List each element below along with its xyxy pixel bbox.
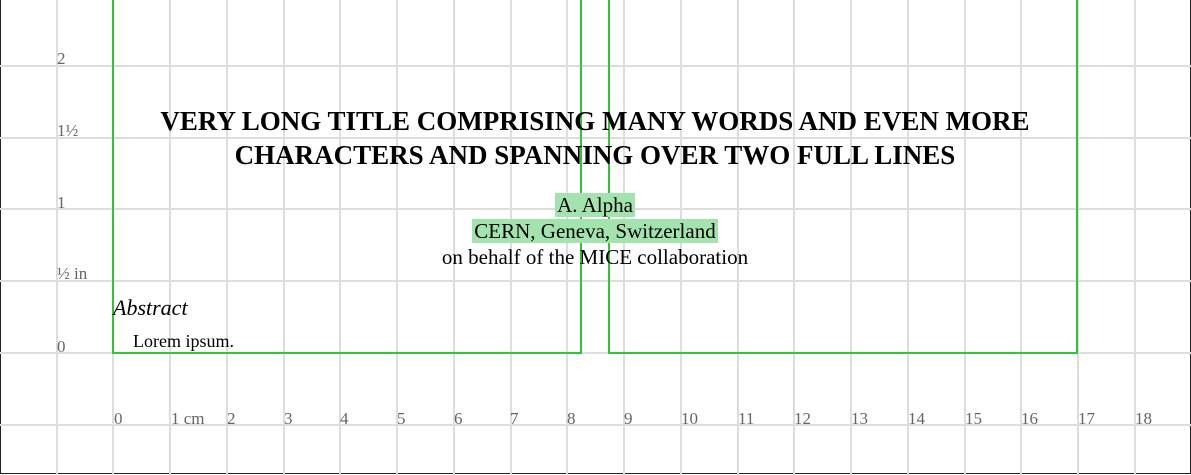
x-label: 3 — [284, 409, 293, 428]
author-block: A. Alpha CERN, Geneva, Switzerland on be… — [113, 192, 1077, 270]
title-line-2: CHARACTERS AND SPANNING OVER TWO FULL LI… — [234, 140, 956, 170]
x-label: 10 — [681, 409, 698, 428]
y-label: 0 — [57, 337, 66, 356]
author-name: A. Alpha — [555, 193, 635, 217]
x-label: 17 — [1078, 409, 1095, 428]
y-label: ½ in — [57, 264, 88, 283]
collaboration-note: on behalf of the MICE collaboration — [441, 245, 749, 269]
x-label: 15 — [965, 409, 982, 428]
x-label: 16 — [1021, 409, 1038, 428]
x-label: 18 — [1135, 409, 1152, 428]
author-affiliation: CERN, Geneva, Switzerland — [472, 219, 718, 243]
title-line-1: VERY LONG TITLE COMPRISING MANY WORDS AN… — [160, 106, 1030, 136]
x-label: 8 — [567, 409, 576, 428]
x-label: 14 — [908, 409, 925, 428]
left-column-frame — [112, 0, 582, 354]
x-label: 4 — [340, 409, 349, 428]
paper-title: VERY LONG TITLE COMPRISING MANY WORDS AN… — [113, 104, 1077, 172]
y-label: 1½ — [57, 121, 79, 140]
x-label: 12 — [794, 409, 811, 428]
abstract-heading: Abstract — [113, 295, 188, 320]
y-label: 2 — [57, 49, 66, 68]
y-label: 1 — [57, 193, 66, 212]
x-label: 9 — [624, 409, 633, 428]
abstract-body: Lorem ipsum. — [133, 331, 234, 351]
x-label: 13 — [851, 409, 868, 428]
x-label: 11 — [738, 409, 755, 428]
x-label: 0 — [114, 409, 123, 428]
x-label: 5 — [397, 409, 406, 428]
right-column-frame — [608, 0, 1078, 354]
x-label: 6 — [454, 409, 463, 428]
x-label: 1 cm — [171, 409, 205, 428]
x-label: 7 — [510, 409, 519, 428]
x-label: 2 — [227, 409, 236, 428]
